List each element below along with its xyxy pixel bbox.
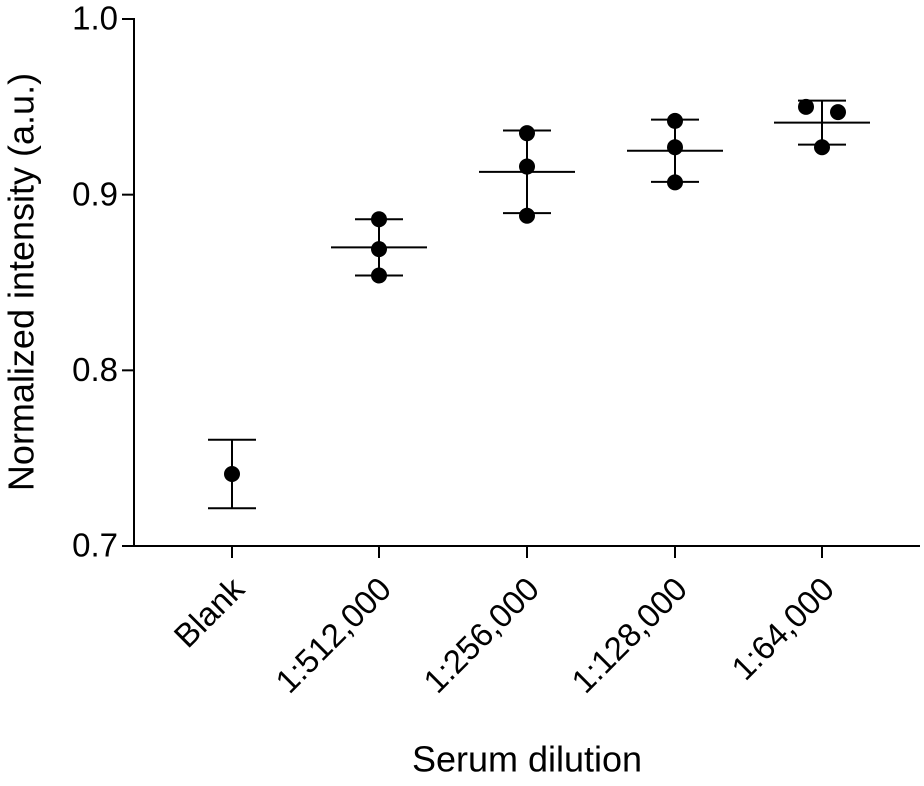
data-point (371, 267, 387, 284)
data-point (667, 112, 683, 129)
data-point (798, 98, 814, 115)
y-tick-label: 0.8 (72, 351, 118, 388)
data-point (371, 211, 387, 228)
data-point (371, 241, 387, 258)
data-point (519, 125, 535, 142)
x-tick-label: Blank (167, 570, 252, 655)
data-point (519, 207, 535, 224)
data-point (667, 139, 683, 156)
x-tick-label: 1:256,000 (416, 570, 546, 700)
y-tick-label: 0.9 (72, 175, 118, 212)
data-point (830, 104, 846, 121)
y-tick-label: 1.0 (72, 0, 118, 37)
data-point (519, 158, 535, 175)
data-point (224, 465, 240, 482)
x-tick-label: 1:128,000 (564, 570, 694, 700)
x-tick-label: 1:512,000 (268, 570, 398, 700)
y-axis-label: Normalized intensity (a.u.) (1, 73, 42, 491)
data-point (667, 174, 683, 191)
x-tick-label: 1:64,000 (724, 570, 841, 687)
x-axis-label: Serum dilution (412, 739, 642, 780)
data-point (814, 139, 830, 156)
y-tick-label: 0.7 (72, 527, 118, 564)
